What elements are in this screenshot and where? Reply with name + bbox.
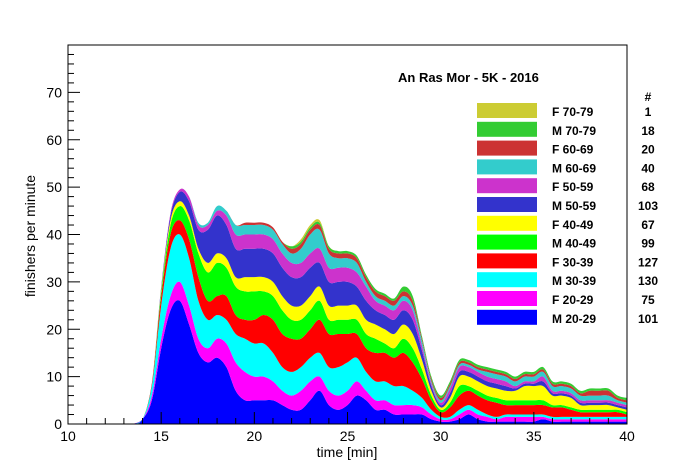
y-tick-label-4: 40	[46, 227, 62, 243]
y-tick-label-6: 60	[46, 132, 62, 148]
legend-label-5: M 50-59	[552, 199, 596, 213]
legend-label-3: M 60-69	[552, 161, 596, 175]
x-tick-label-6: 40	[619, 428, 635, 444]
legend-label-10: F 20-29	[552, 293, 594, 307]
legend-swatch-5	[477, 197, 537, 212]
legend-label-1: M 70-79	[552, 124, 596, 138]
legend-count-2: 20	[641, 143, 655, 157]
y-axis: 0 10 20 30 40 50 60 70	[46, 44, 80, 432]
legend-label-9: M 30-39	[552, 274, 596, 288]
chart-title: An Ras Mor - 5K - 2016	[398, 70, 539, 85]
legend-label-6: F 40-49	[552, 218, 594, 232]
legend-label-4: F 50-59	[552, 180, 594, 194]
legend-count-11: 101	[638, 312, 658, 326]
x-axis: 10 15 20 25 30 35 40	[60, 412, 635, 444]
x-tick-label-0: 10	[60, 428, 76, 444]
legend-count-6: 67	[641, 218, 655, 232]
x-tick-label-4: 30	[433, 428, 449, 444]
legend-label-0: F 70-79	[552, 105, 594, 119]
legend-count-4: 68	[641, 180, 655, 194]
area-series-group	[133, 188, 627, 424]
y-tick-label-1: 10	[46, 369, 62, 385]
legend-count-1: 18	[641, 124, 655, 138]
legend-swatch-7	[477, 234, 537, 250]
legend-count-5: 103	[638, 199, 658, 213]
legend-label-8: F 30-39	[552, 255, 594, 269]
legend-count-3: 40	[641, 161, 655, 175]
legend-swatch-9	[477, 272, 537, 288]
area-series-2	[133, 234, 627, 424]
legend-count-9: 130	[638, 274, 658, 288]
legend-swatch-11	[477, 309, 537, 325]
x-tick-label-1: 15	[153, 428, 169, 444]
legend-swatch-1	[477, 121, 537, 137]
x-axis-title: time [min]	[317, 444, 378, 460]
y-tick-label-0: 0	[54, 416, 62, 432]
y-tick-label-2: 20	[46, 321, 62, 337]
area-series-0	[133, 300, 627, 424]
y-tick-label-5: 50	[46, 179, 62, 195]
legend-swatch-8	[477, 253, 537, 269]
legend-swatch-10	[477, 291, 537, 306]
y-tick-label-7: 70	[46, 84, 62, 100]
area-series-3	[133, 220, 627, 424]
legend-count-7: 99	[641, 237, 655, 251]
legend-swatch-4	[477, 178, 537, 194]
legend-label-7: M 40-49	[552, 237, 596, 251]
legend-label-2: F 60-69	[552, 143, 594, 157]
y-axis-title: finishers per minute	[22, 175, 38, 297]
x-tick-label-5: 35	[526, 428, 542, 444]
legend-swatch-0	[477, 103, 537, 118]
legend-count-8: 127	[638, 255, 658, 269]
area-series-7	[133, 188, 627, 424]
legend-swatch-3	[477, 159, 537, 175]
legend-count-10: 75	[641, 293, 655, 307]
area-series-1	[133, 281, 627, 424]
area-series-6	[133, 191, 627, 424]
legend-count-header: #	[645, 90, 652, 104]
legend-count-0: 1	[645, 105, 652, 119]
legend-swatch-6	[477, 215, 537, 231]
legend: F 70-79 1 M 70-79 18 F 60-69 20 M 60-69 40 F 50-…	[477, 103, 658, 326]
legend-label-11: M 20-29	[552, 312, 596, 326]
y-tick-label-3: 30	[46, 274, 62, 290]
legend-swatch-2	[477, 140, 537, 156]
x-tick-label-3: 25	[340, 428, 356, 444]
x-tick-label-2: 20	[247, 428, 263, 444]
